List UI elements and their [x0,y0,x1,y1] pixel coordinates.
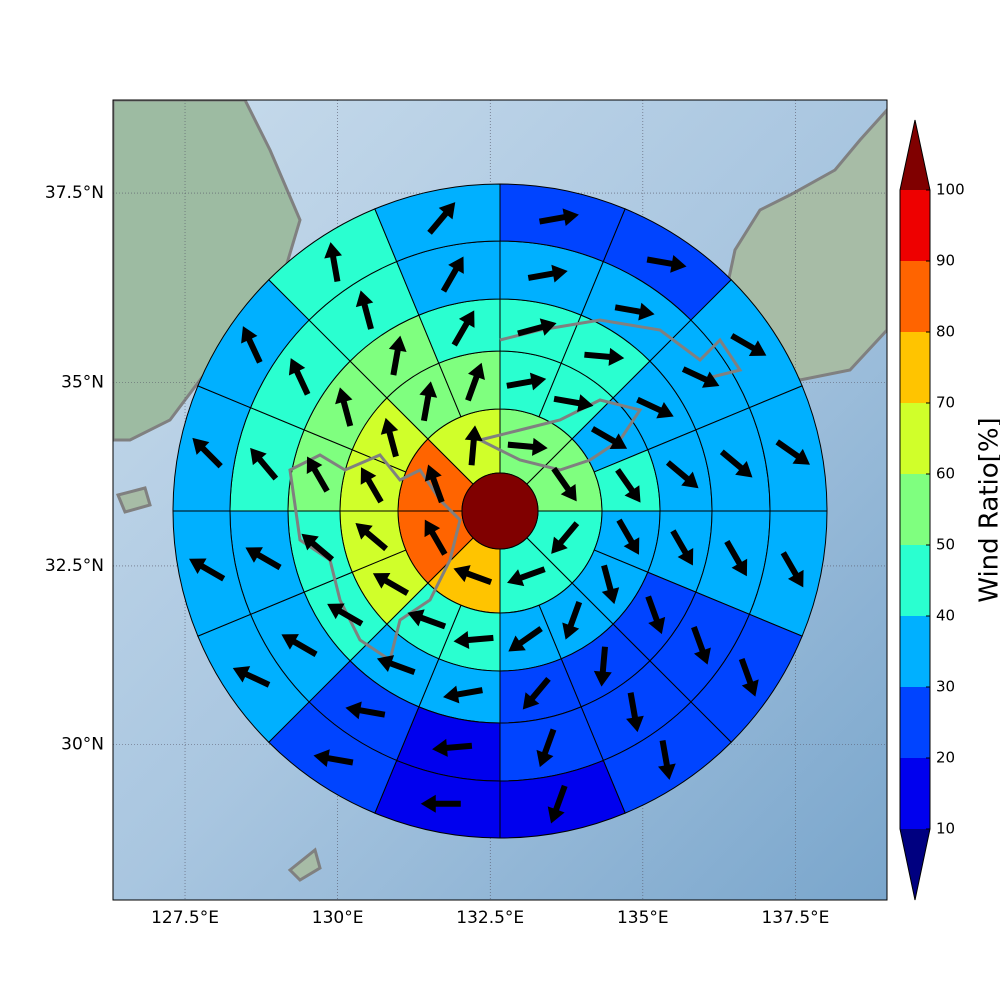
colorbar-tick-label: 40 [936,607,955,625]
colorbar-bin [900,261,930,332]
y-tick-label: 37.5°N [45,183,104,203]
x-tick-label: 132.5°E [456,908,524,928]
y-tick-label: 35°N [61,372,104,392]
colorbar-over [900,120,930,190]
x-tick-label: 137.5°E [761,908,829,928]
colorbar-tick-label: 10 [936,820,955,838]
colorbar-tick-label: 30 [936,678,955,696]
y-tick-label: 32.5°N [45,556,104,576]
colorbar-bin [900,474,930,545]
colorbar-bin [900,403,930,474]
colorbar-tick-label: 90 [936,252,955,270]
colorbar-bin [900,545,930,616]
colorbar-bin [900,687,930,758]
colorbar-tick-label: 80 [936,323,955,341]
sectors [173,184,827,838]
colorbar-under [900,829,930,900]
x-tick-label: 127.5°E [151,908,219,928]
y-tick-label: 30°N [61,735,104,755]
colorbar-tick-label: 100 [936,181,965,199]
center-disc [462,473,538,549]
colorbar-bin [900,758,930,829]
colorbar-bin [900,616,930,687]
colorbar-tick-label: 20 [936,749,955,767]
colorbar-tick-label: 70 [936,394,955,412]
colorbar: 10 20 30 40 50 60 70 80 90 100 [900,120,965,900]
colorbar-tick-label: 50 [936,536,955,554]
colorbar-bin [900,332,930,403]
colorbar-bin [900,190,930,261]
colorbar-tick-label: 60 [936,465,955,483]
colorbar-label: Wind Ratio[%] [975,417,1000,602]
x-tick-label: 135°E [617,908,669,928]
x-tick-label: 130°E [312,908,364,928]
